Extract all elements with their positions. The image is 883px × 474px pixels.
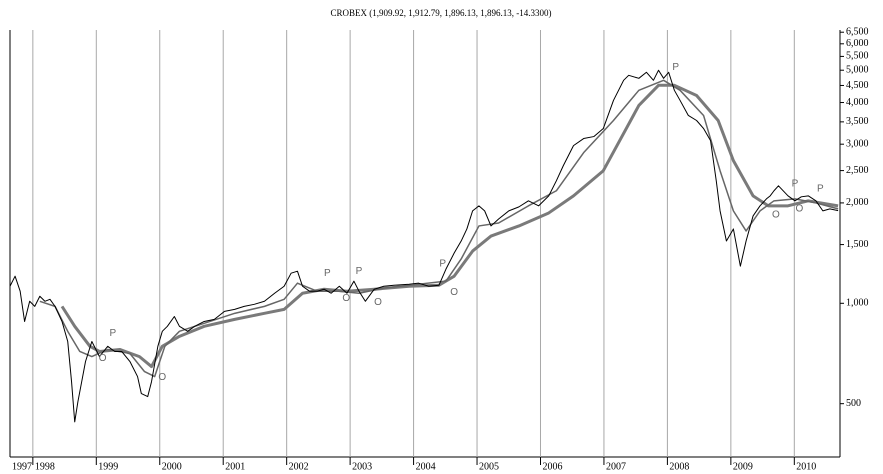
- x-tick-label: 2002: [289, 461, 309, 472]
- x-tick-label: 2003: [352, 461, 372, 472]
- signal-label: O: [99, 353, 107, 364]
- x-tick-label: 2010: [796, 461, 816, 472]
- y-tick-label: 3,000: [846, 138, 869, 149]
- x-tick-label: 2000: [162, 461, 182, 472]
- signal-label: O: [450, 287, 458, 298]
- x-tick-label: 2008: [669, 461, 689, 472]
- chart-title: CROBEX (1,909.92, 1,912.79, 1,896.13, 1,…: [331, 8, 552, 18]
- signal-label: P: [672, 62, 679, 73]
- signal-label: O: [158, 372, 166, 383]
- signal-label: P: [356, 266, 363, 277]
- signal-label: P: [324, 268, 331, 279]
- y-tick-label: 6,500: [846, 27, 869, 38]
- price-line: [9, 69, 839, 423]
- signal-label: O: [342, 293, 350, 304]
- x-tick-label: 2007: [606, 461, 626, 472]
- y-tick-label: 4,500: [846, 80, 869, 91]
- y-tick-label: 500: [846, 398, 861, 409]
- y-tick-label: 5,500: [846, 51, 869, 62]
- signal-label: P: [109, 328, 116, 339]
- price-line: [39, 79, 839, 378]
- x-tick-label: 1999: [98, 461, 118, 472]
- y-tick-label: 5,000: [846, 65, 869, 76]
- x-tick-label: 2006: [542, 461, 562, 472]
- y-tick-label: 6,000: [846, 38, 869, 49]
- signal-label: P: [817, 183, 824, 194]
- signal-label: O: [795, 204, 803, 215]
- y-tick-label: 1,000: [846, 298, 869, 309]
- signal-label: O: [374, 297, 382, 308]
- signal-label: P: [439, 259, 446, 270]
- x-tick-label: 2001: [225, 461, 245, 472]
- y-tick-label: 2,000: [846, 197, 869, 208]
- x-tick-label: 2005: [479, 461, 499, 472]
- y-tick-label: 1,500: [846, 239, 869, 250]
- x-tick-label: 2004: [416, 461, 436, 472]
- x-tick-label: 2009: [733, 461, 753, 472]
- x-tick-label: 1997: [12, 461, 32, 472]
- y-tick-label: 2,500: [846, 165, 869, 176]
- signal-label: P: [792, 178, 799, 189]
- y-tick-label: 3,500: [846, 116, 869, 127]
- y-tick-label: 4,000: [846, 97, 869, 108]
- signal-label: O: [772, 210, 780, 221]
- x-tick-label: 1998: [35, 461, 55, 472]
